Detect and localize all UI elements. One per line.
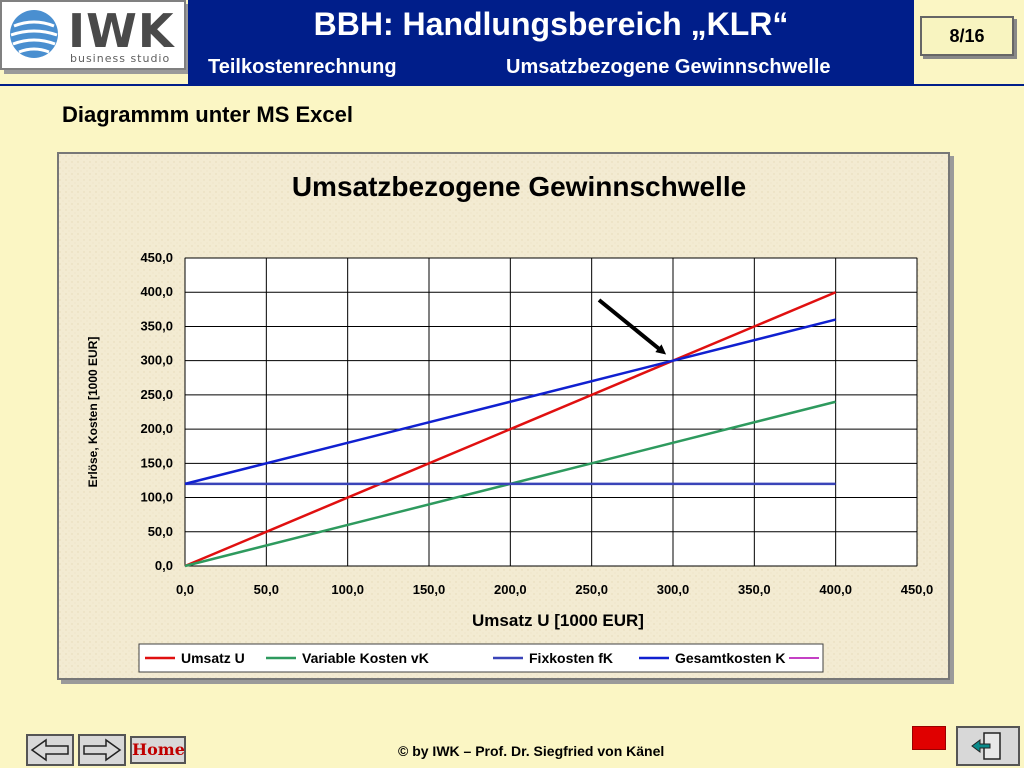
y-axis-label: Erlöse, Kosten [1000 EUR] bbox=[86, 337, 100, 488]
legend-label: Gesamtkosten K bbox=[675, 650, 785, 666]
y-tick-label: 200,0 bbox=[140, 421, 173, 436]
x-tick-label: 450,0 bbox=[901, 582, 934, 597]
arrow-right-icon bbox=[83, 738, 122, 762]
x-tick-label: 300,0 bbox=[657, 582, 690, 597]
subtitle-subtopic: Umsatzbezogene Gewinnschwelle bbox=[506, 56, 831, 78]
subtitle-topic: Teilkostenrechnung bbox=[208, 56, 397, 78]
chart-title: Umsatzbezogene Gewinnschwelle bbox=[292, 171, 746, 202]
previous-button[interactable] bbox=[26, 734, 74, 766]
x-tick-label: 350,0 bbox=[738, 582, 771, 597]
series-line bbox=[184, 291, 837, 568]
y-tick-label: 50,0 bbox=[148, 524, 173, 539]
title-bar: BBH: Handlungsbereich „KLR“ Teilkostenre… bbox=[188, 0, 914, 84]
x-axis-label: Umsatz U [1000 EUR] bbox=[472, 611, 644, 630]
x-tick-label: 400,0 bbox=[819, 582, 852, 597]
next-button[interactable] bbox=[78, 734, 126, 766]
logo: IWK business studio bbox=[0, 0, 186, 70]
header-divider bbox=[0, 84, 1024, 86]
x-tick-label: 200,0 bbox=[494, 582, 527, 597]
legend-label: Umsatz U bbox=[181, 650, 245, 666]
logo-subtitle: business studio bbox=[70, 52, 171, 65]
copyright: © by IWK – Prof. Dr. Siegfried von Känel bbox=[398, 743, 665, 759]
exit-door-icon bbox=[971, 732, 1001, 760]
axis-ticks: 0,00,0 50,0 50,0 100,0 100,0 150,0 150,0 200,0 2… bbox=[140, 250, 933, 597]
x-tick-label: 100,0 bbox=[331, 582, 364, 597]
globe-logo-icon bbox=[10, 10, 58, 58]
exit-button[interactable] bbox=[956, 726, 1020, 766]
home-button[interactable]: Home bbox=[130, 736, 186, 764]
x-tick-label: 150,0 bbox=[413, 582, 446, 597]
y-tick-label: 150,0 bbox=[140, 455, 173, 470]
chart-panel: Umsatzbezogene Gewinnschwelle 0,0 0,0 50,0… bbox=[57, 152, 950, 680]
x-tick-label: 0,0 bbox=[176, 582, 194, 597]
legend-entries: Umsatz U Variable Kosten vK Fixkosten fK Ge… bbox=[145, 650, 819, 666]
arrow-left-icon bbox=[30, 738, 69, 762]
breakeven-arrow bbox=[597, 298, 667, 355]
logo-text: IWK bbox=[68, 4, 175, 58]
series-line bbox=[184, 318, 836, 486]
y-tick-label: 250,0 bbox=[140, 387, 173, 402]
legend bbox=[138, 643, 824, 673]
red-marker bbox=[912, 726, 946, 750]
x-tick-label: 250,0 bbox=[575, 582, 608, 597]
y-tick-label: 450,0 bbox=[140, 250, 173, 265]
y-tick-label: 0,0 bbox=[155, 558, 173, 573]
y-tick-label: 400,0 bbox=[140, 284, 173, 299]
y-tick-label: 100,0 bbox=[140, 490, 173, 505]
legend-label: Fixkosten fK bbox=[529, 650, 613, 666]
chart: Umsatzbezogene Gewinnschwelle 0,00,0 50,0… bbox=[59, 154, 948, 678]
y-tick-label: 350,0 bbox=[140, 318, 173, 333]
grid bbox=[184, 257, 918, 567]
y-tick-label: 300,0 bbox=[140, 353, 173, 368]
x-tick-label: 50,0 bbox=[254, 582, 279, 597]
series-lines bbox=[184, 291, 837, 568]
page-title: BBH: Handlungsbereich „KLR“ bbox=[313, 6, 789, 42]
section-heading: Diagrammm unter MS Excel bbox=[62, 102, 353, 127]
legend-label: Variable Kosten vK bbox=[302, 650, 429, 666]
page-indicator: 8/16 bbox=[920, 16, 1014, 56]
